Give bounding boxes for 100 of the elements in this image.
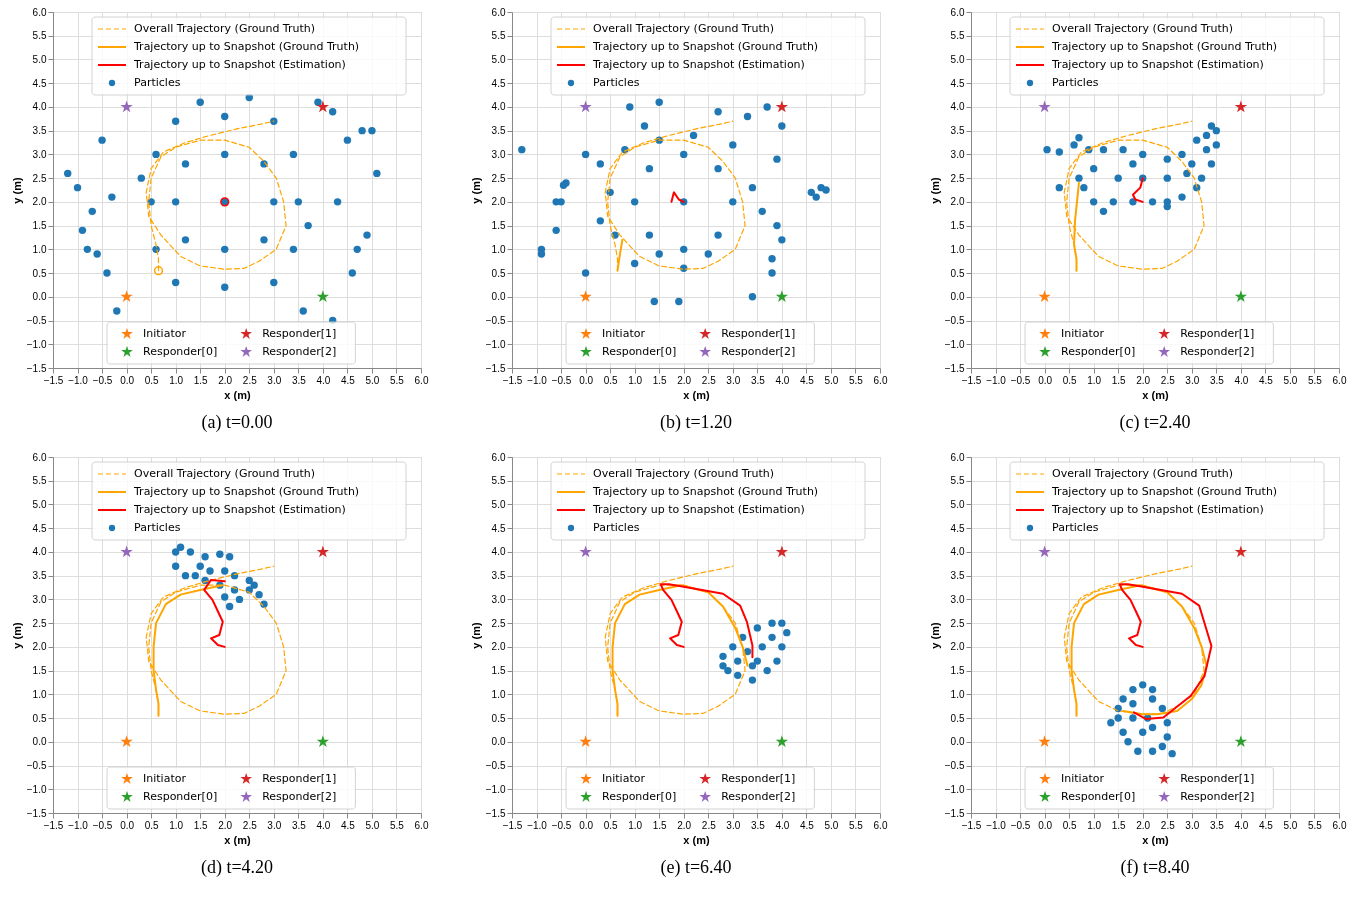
point — [93, 250, 101, 258]
x-tick-label: 3.0 — [726, 819, 741, 831]
legend-label: Responder[0] — [1061, 345, 1136, 358]
point — [181, 236, 190, 244]
legend-label: Responder[0] — [143, 790, 218, 803]
y-tick-label: 6.0 — [32, 451, 47, 463]
point — [1089, 198, 1098, 206]
y-tick-label: −1.5 — [485, 362, 506, 374]
point — [316, 545, 330, 558]
x-tick-label: −0.5 — [92, 819, 113, 831]
y-tick-label: 4.0 — [950, 546, 965, 558]
y-axis-title: y (m) — [10, 177, 23, 204]
y-tick-label: 1.5 — [950, 220, 965, 232]
point — [675, 297, 683, 306]
point — [1089, 164, 1098, 173]
point — [1075, 134, 1083, 142]
point — [186, 548, 195, 556]
point — [255, 590, 263, 599]
point — [743, 647, 752, 656]
y-tick-label: 3.5 — [950, 125, 965, 137]
legend-label: Trajectory up to Snapshot (Ground Truth) — [592, 40, 819, 53]
point — [171, 562, 180, 570]
y-tick-label: 0.5 — [32, 712, 47, 724]
x-tick-label: 3.5 — [750, 374, 766, 386]
point — [579, 290, 592, 303]
y-tick-label: 5.5 — [491, 475, 506, 487]
y-tick-label: −0.5 — [26, 760, 47, 772]
point — [1070, 141, 1078, 149]
legend-label: Responder[1] — [262, 772, 337, 785]
x-tick-label: 1.0 — [628, 374, 643, 386]
point — [552, 226, 560, 235]
legend-label: Responder[0] — [602, 345, 677, 358]
text: (b) t=1.20 — [659, 412, 733, 433]
point — [250, 581, 258, 589]
point — [1148, 747, 1157, 755]
y-tick-label: 1.0 — [950, 688, 965, 700]
text: (c) t=2.40 — [1119, 412, 1191, 433]
y-axis-title: y (m) — [928, 622, 941, 649]
y-tick-label: −0.5 — [944, 315, 965, 327]
point — [1148, 723, 1157, 732]
point — [630, 259, 639, 268]
point — [714, 107, 722, 116]
y-tick-label: −1.5 — [944, 362, 965, 374]
point — [645, 231, 654, 239]
x-tick-label: 4.5 — [1258, 374, 1274, 386]
point — [343, 136, 352, 144]
x-tick-label: 2.5 — [701, 819, 717, 831]
y-tick-label: 5.0 — [32, 498, 47, 510]
y-tick-label: 2.0 — [491, 641, 506, 653]
x-tick-label: 6.0 — [873, 374, 888, 386]
point — [1038, 735, 1051, 748]
point — [1163, 155, 1171, 163]
point — [1043, 145, 1051, 154]
x-tick-label: 5.0 — [365, 374, 380, 386]
point — [176, 543, 185, 551]
point — [1212, 141, 1221, 149]
legend-label: Particles — [134, 521, 181, 534]
y-tick-label: −0.5 — [944, 760, 965, 772]
point — [225, 602, 234, 611]
x-tick-label: 3.0 — [267, 374, 282, 386]
point — [221, 150, 229, 159]
y-tick-label: 2.5 — [950, 172, 965, 184]
x-tick-label: −0.5 — [1010, 819, 1031, 831]
legend-label: Responder[2] — [721, 345, 796, 358]
point — [768, 255, 776, 263]
y-tick-label: 0.0 — [491, 736, 506, 748]
point — [1202, 131, 1211, 140]
x-axis-title: x (m) — [224, 833, 251, 846]
y-tick-label: 0.0 — [491, 291, 506, 303]
point — [1234, 100, 1248, 113]
y-tick-label: −1.0 — [944, 783, 965, 795]
point — [714, 231, 722, 239]
x-tick-label: 2.5 — [242, 374, 258, 386]
x-tick-label: 6.0 — [1332, 374, 1347, 386]
text: (a) t=0.00 — [201, 412, 273, 433]
x-tick-label: 3.0 — [267, 819, 282, 831]
x-tick-label: 4.5 — [799, 374, 815, 386]
y-tick-label: −0.5 — [485, 315, 506, 327]
point — [1163, 733, 1171, 741]
x-tick-label: 2.5 — [242, 819, 258, 831]
y-tick-label: 5.0 — [491, 498, 506, 510]
text: (f) t=8.40 — [1120, 857, 1190, 878]
point — [822, 186, 830, 194]
point — [1075, 174, 1083, 182]
x-tick-label: 1.0 — [169, 819, 184, 831]
x-tick-label: 2.0 — [1136, 819, 1151, 831]
point — [333, 198, 342, 206]
point — [108, 193, 116, 201]
point — [768, 633, 776, 642]
y-tick-label: 2.0 — [950, 641, 965, 653]
y-tick-label: 4.0 — [32, 101, 47, 113]
y-tick-label: 3.5 — [491, 125, 506, 137]
x-tick-label: −0.5 — [551, 374, 572, 386]
point — [729, 141, 737, 149]
point — [773, 657, 781, 665]
point — [120, 290, 133, 303]
x-tick-label: 5.0 — [1283, 819, 1298, 831]
x-tick-label: 5.5 — [1308, 374, 1323, 386]
y-tick-label: 3.0 — [32, 593, 47, 605]
y-tick-label: 4.0 — [491, 101, 506, 113]
